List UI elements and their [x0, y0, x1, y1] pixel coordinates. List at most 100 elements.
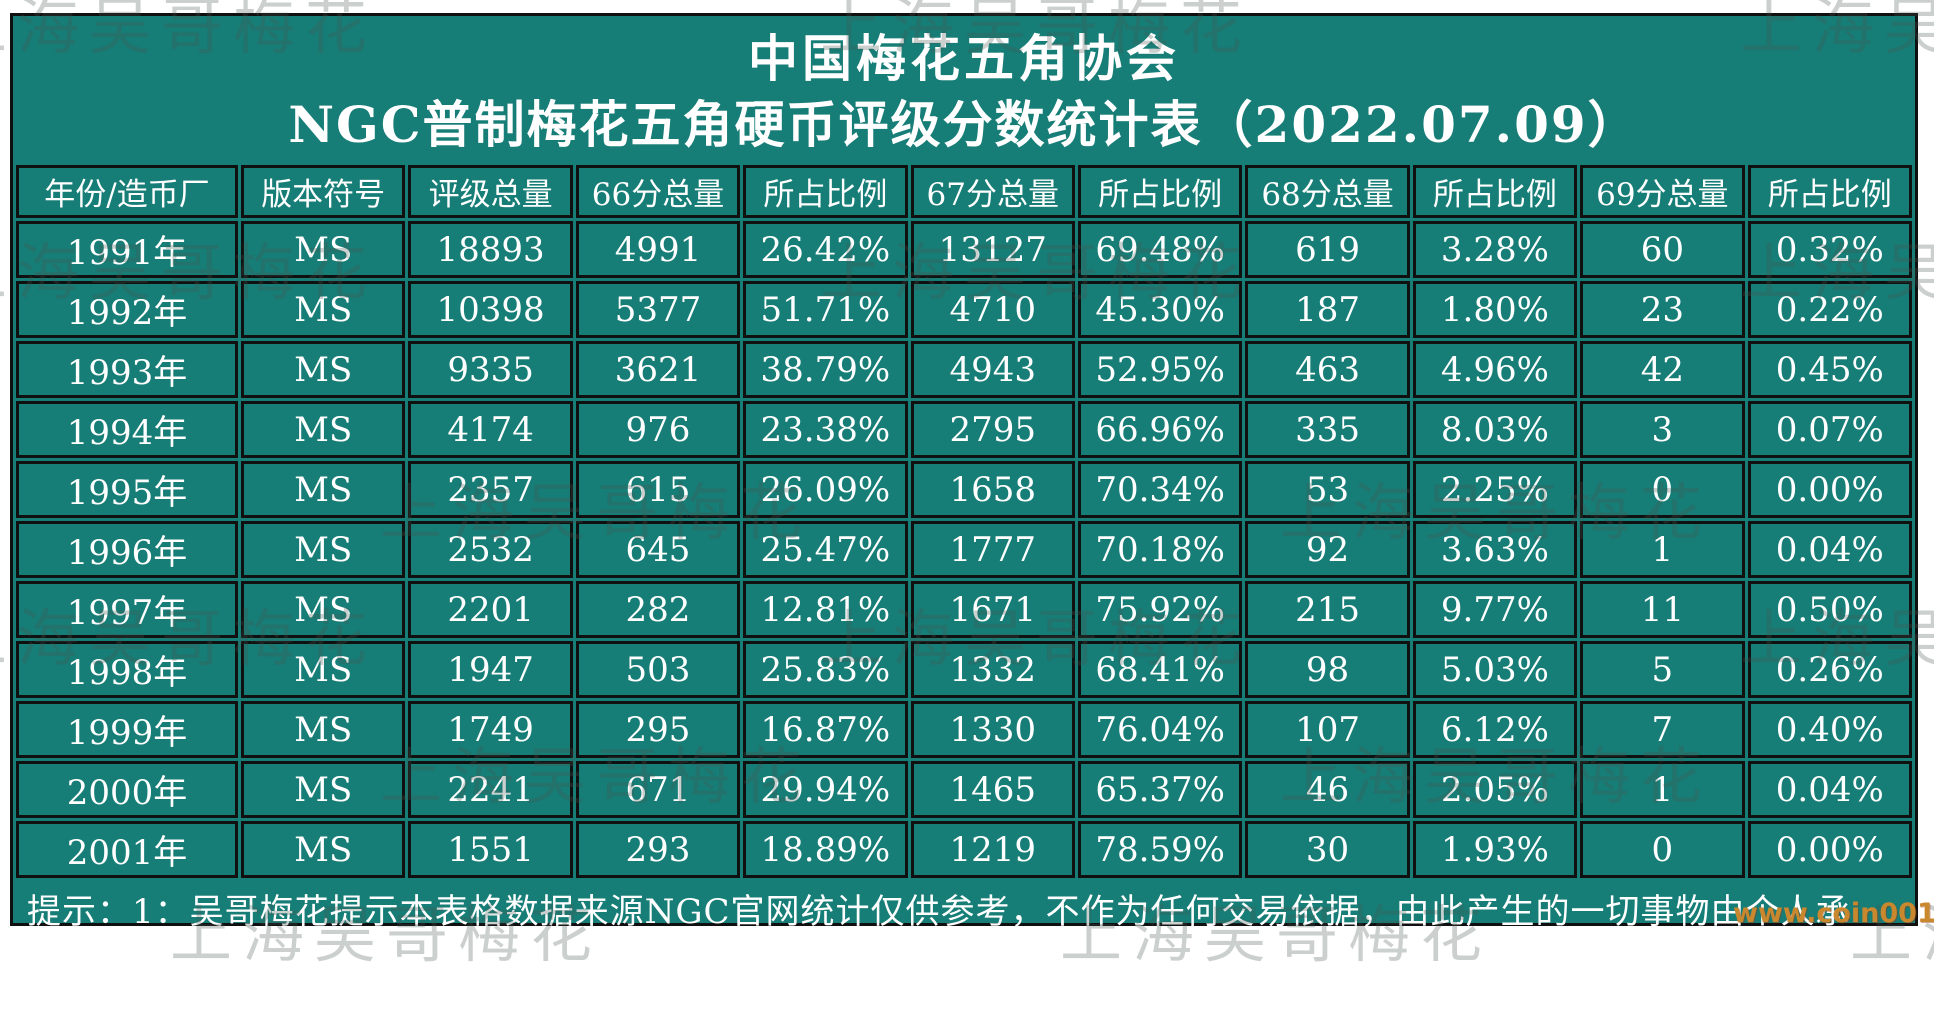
table-row: 1993年 MS 9335 3621 38.79% 4943 52.95% 463 4.96% 4… — [16, 341, 1912, 398]
year-cell: 1993年 — [16, 341, 238, 398]
year-cell: 1994年 — [16, 401, 238, 458]
data-cell: 0.45% — [1747, 341, 1912, 398]
header-cell: 67分总量 — [910, 165, 1075, 218]
year-cell: 1997年 — [16, 581, 238, 638]
table-row: 1991年 MS 18893 4991 26.42% 13127 69.48% 619 3.28… — [16, 221, 1912, 278]
data-cell: 18.89% — [743, 821, 908, 878]
data-cell: 1332 — [910, 641, 1075, 698]
data-cell: 45.30% — [1077, 281, 1243, 338]
data-cell: 70.18% — [1077, 521, 1243, 578]
data-cell: 23 — [1580, 281, 1745, 338]
data-cell: 2.25% — [1412, 461, 1578, 518]
data-cell: 6.12% — [1412, 701, 1578, 758]
stats-board: 中国梅花五角协会 NGC普制梅花五角硬币评级分数统计表（2022.07.09） … — [10, 13, 1918, 1024]
data-cell: 107 — [1245, 701, 1410, 758]
data-cell: 976 — [575, 401, 741, 458]
data-cell: 615 — [575, 461, 741, 518]
table-row: 2000年 MS 2241 671 29.94% 1465 65.37% 46 2.05% 1 0.… — [16, 761, 1912, 818]
header-cell: 所占比例 — [1747, 165, 1912, 218]
data-cell: 1330 — [910, 701, 1075, 758]
data-cell: 38.79% — [743, 341, 908, 398]
data-cell: MS — [241, 821, 406, 878]
data-cell: 645 — [575, 521, 741, 578]
data-cell: 0.22% — [1747, 281, 1912, 338]
year-cell: 2001年 — [16, 821, 238, 878]
data-cell: 1749 — [408, 701, 573, 758]
data-cell: 70.34% — [1077, 461, 1243, 518]
header-cell: 66分总量 — [575, 165, 741, 218]
header-cell: 69分总量 — [1580, 165, 1745, 218]
data-cell: 68.41% — [1077, 641, 1243, 698]
data-cell: 9.77% — [1412, 581, 1578, 638]
year-cell: 2000年 — [16, 761, 238, 818]
data-cell: 0.00% — [1747, 461, 1912, 518]
page-subtitle: NGC普制梅花五角硬币评级分数统计表（2022.07.09） — [288, 95, 1640, 154]
data-cell: 16.87% — [743, 701, 908, 758]
data-cell: 4174 — [408, 401, 573, 458]
year-cell: 1992年 — [16, 281, 238, 338]
data-cell: 1 — [1580, 761, 1745, 818]
table-row: 1992年 MS 10398 5377 51.71% 4710 45.30% 187 1.80%… — [16, 281, 1912, 338]
data-cell: 98 — [1245, 641, 1410, 698]
data-cell: MS — [241, 521, 406, 578]
data-cell: 29.94% — [743, 761, 908, 818]
data-cell: 503 — [575, 641, 741, 698]
data-cell: 2241 — [408, 761, 573, 818]
data-cell: 4991 — [575, 221, 741, 278]
data-cell: 69.48% — [1077, 221, 1243, 278]
data-cell: 282 — [575, 581, 741, 638]
table-row: 2001年 MS 1551 293 18.89% 1219 78.59% 30 1.93% 0 0.… — [16, 821, 1912, 878]
note-text: 提示：1：吴哥梅花提示本表格数据来源NGC官网统计仅供参考，不作为任何交易依据，… — [27, 892, 1871, 1024]
data-cell: 2201 — [408, 581, 573, 638]
data-cell: 4943 — [910, 341, 1075, 398]
data-cell: 3621 — [575, 341, 741, 398]
data-cell: 51.71% — [743, 281, 908, 338]
data-cell: 5 — [1580, 641, 1745, 698]
data-cell: 2795 — [910, 401, 1075, 458]
data-cell: 671 — [575, 761, 741, 818]
header-cell: 年份/造币厂 — [16, 165, 238, 218]
data-cell: 2.05% — [1412, 761, 1578, 818]
data-cell: 76.04% — [1077, 701, 1243, 758]
data-cell: 295 — [575, 701, 741, 758]
data-cell: 0.04% — [1747, 761, 1912, 818]
data-cell: 11 — [1580, 581, 1745, 638]
data-cell: 187 — [1245, 281, 1410, 338]
table-row: 1995年 MS 2357 615 26.09% 1658 70.34% 53 2.25% 0 0.… — [16, 461, 1912, 518]
data-cell: 1 — [1580, 521, 1745, 578]
data-cell: 0.50% — [1747, 581, 1912, 638]
header-row: 年份/造币厂 版本符号 评级总量 66分总量 所占比例 67分总量 所占比例 68分总量 所占比… — [16, 165, 1912, 218]
data-cell: 65.37% — [1077, 761, 1243, 818]
header-cell: 68分总量 — [1245, 165, 1410, 218]
data-cell: 0.40% — [1747, 701, 1912, 758]
data-cell: 9335 — [408, 341, 573, 398]
table-row: 1997年 MS 2201 282 12.81% 1671 75.92% 215 9.77% 11… — [16, 581, 1912, 638]
data-cell: 2532 — [408, 521, 573, 578]
data-cell: MS — [241, 761, 406, 818]
data-cell: 53 — [1245, 461, 1410, 518]
year-cell: 1995年 — [16, 461, 238, 518]
data-cell: 1777 — [910, 521, 1075, 578]
year-cell: 1999年 — [16, 701, 238, 758]
data-cell: 10398 — [408, 281, 573, 338]
data-cell: 25.47% — [743, 521, 908, 578]
data-cell: 12.81% — [743, 581, 908, 638]
data-cell: 0.07% — [1747, 401, 1912, 458]
data-cell: 8.03% — [1412, 401, 1578, 458]
data-cell: 60 — [1580, 221, 1745, 278]
table-row: 1998年 MS 1947 503 25.83% 1332 68.41% 98 5.03% 5 0.… — [16, 641, 1912, 698]
data-cell: 0.26% — [1747, 641, 1912, 698]
data-cell: 1551 — [408, 821, 573, 878]
data-cell: 26.42% — [743, 221, 908, 278]
data-cell: 52.95% — [1077, 341, 1243, 398]
data-cell: 619 — [1245, 221, 1410, 278]
stats-table: 年份/造币厂 版本符号 评级总量 66分总量 所占比例 67分总量 所占比例 68分总量 所占比… — [13, 162, 1915, 881]
header-cell: 评级总量 — [408, 165, 573, 218]
data-cell: 42 — [1580, 341, 1745, 398]
header-cell: 版本符号 — [241, 165, 406, 218]
data-cell: 92 — [1245, 521, 1410, 578]
year-cell: 1991年 — [16, 221, 238, 278]
data-cell: MS — [241, 341, 406, 398]
data-cell: 3.63% — [1412, 521, 1578, 578]
